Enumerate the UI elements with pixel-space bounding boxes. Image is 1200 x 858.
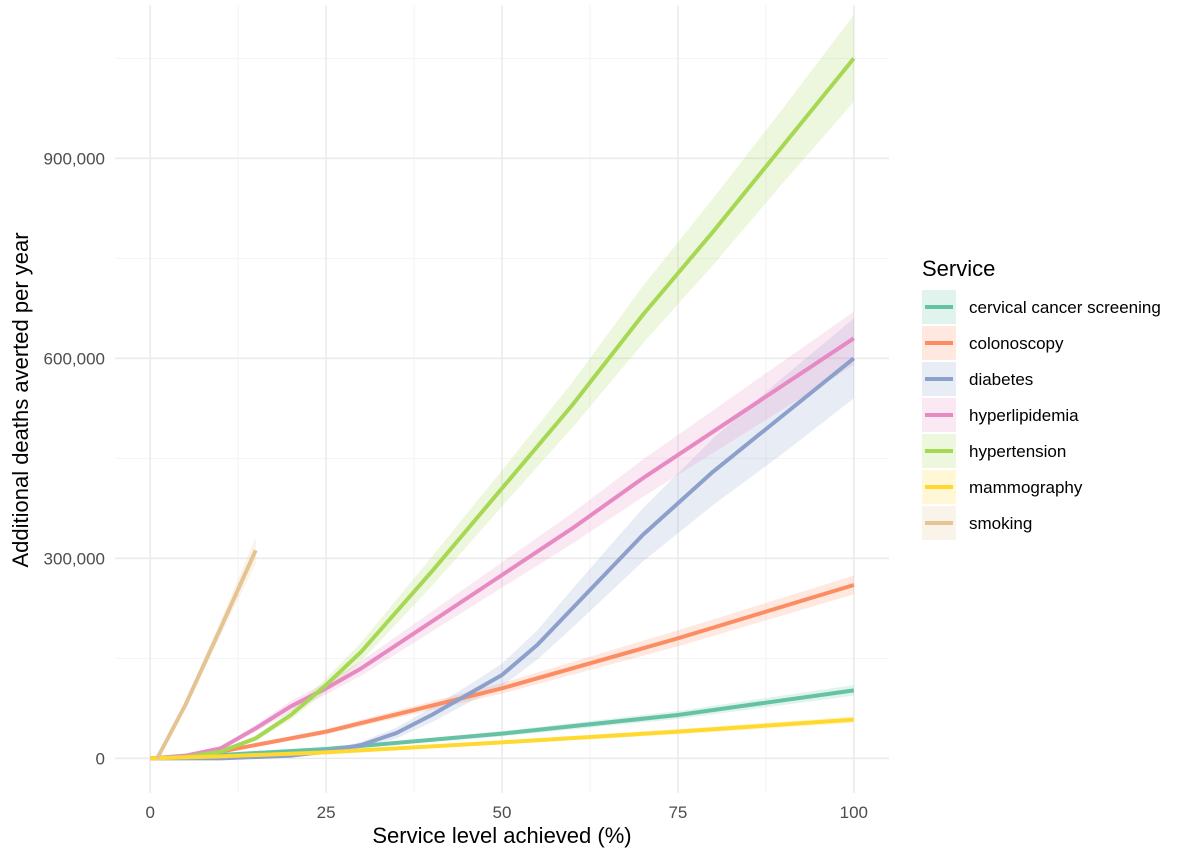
- x-tick-label: 50: [493, 803, 512, 822]
- legend-item-colonoscopy: colonoscopy: [922, 326, 1064, 360]
- grid-major: [115, 5, 889, 793]
- line-hyperlipidemia: [150, 336, 855, 761]
- legend-item-diabetes: diabetes: [922, 362, 1033, 396]
- legend-label: cervical cancer screening: [969, 298, 1161, 317]
- legend-items: cervical cancer screening colonoscopy diab…: [922, 290, 1161, 540]
- legend-label: mammography: [969, 478, 1083, 497]
- x-axis-ticks: 0 25 50 75 100: [145, 803, 868, 822]
- x-tick-label: 25: [317, 803, 336, 822]
- y-tick-label: 600,000: [44, 349, 105, 368]
- legend-label: diabetes: [969, 370, 1033, 389]
- line-mammography: [150, 717, 854, 761]
- legend-label: colonoscopy: [969, 334, 1064, 353]
- band-diabetes: [150, 318, 854, 759]
- x-tick-label: 0: [145, 803, 154, 822]
- line-smoking: [155, 549, 258, 760]
- legend-item-hypertension: hypertension: [922, 434, 1066, 468]
- y-axis-ticks: 0 300,000 600,000 900,000: [44, 149, 105, 768]
- y-tick-label: 900,000: [44, 149, 105, 168]
- y-axis-title: Additional deaths averted per year: [8, 232, 33, 567]
- legend-label: hyperlipidemia: [969, 406, 1079, 425]
- x-axis-title: Service level achieved (%): [372, 823, 631, 848]
- series-lines: [150, 57, 856, 761]
- legend-label: hypertension: [969, 442, 1066, 461]
- legend-item-cervical-cancer-screening: cervical cancer screening: [922, 290, 1161, 324]
- y-tick-label: 300,000: [44, 549, 105, 568]
- x-tick-label: 75: [668, 803, 687, 822]
- confidence-bands: [150, 15, 854, 759]
- legend: Service cervical cancer screening colonos…: [922, 256, 1161, 540]
- legend-label: smoking: [969, 514, 1032, 533]
- legend-item-hyperlipidemia: hyperlipidemia: [922, 398, 1079, 432]
- y-tick-label: 0: [96, 749, 105, 768]
- legend-item-smoking: smoking: [922, 506, 1032, 540]
- legend-item-mammography: mammography: [922, 470, 1083, 504]
- legend-title: Service: [922, 256, 995, 281]
- x-tick-label: 100: [840, 803, 868, 822]
- band-smoking: [157, 537, 256, 759]
- line-hypertension: [150, 57, 856, 761]
